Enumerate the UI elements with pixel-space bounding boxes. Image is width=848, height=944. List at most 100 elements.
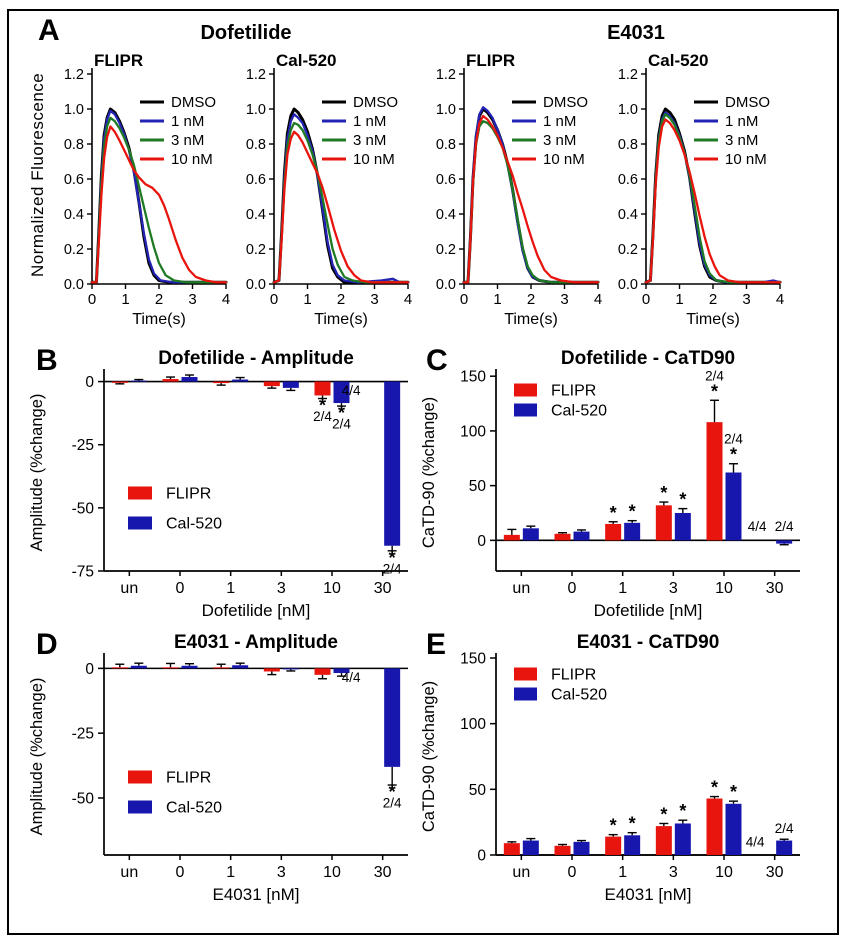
significance-asterisk: * <box>711 381 718 401</box>
trace-3-nm <box>462 120 600 284</box>
x-tick-label: 3 <box>370 291 378 308</box>
n-fraction-label: 2/4 <box>724 432 743 447</box>
x-tick-label: 1 <box>675 291 683 308</box>
y-tick-label: 1.0 <box>618 102 638 118</box>
significance-asterisk: * <box>319 395 326 415</box>
x-tick-label: 2 <box>709 291 717 308</box>
x-axis-title: Time(s) <box>504 311 558 328</box>
bar-chart-e4031-catd90: E4031 - CaTD90 0 50 100 150 un 0 1 3 10 30 E4031 [n… <box>420 632 800 904</box>
y-tick-label: 0.0 <box>618 277 638 293</box>
y-tick-label: -75 <box>72 564 94 581</box>
x-tick-label: 0 <box>270 291 278 308</box>
panel-d-e4031-amplitude: D E4031 - Amplitude 0 -25 -50 un 0 1 3 10 30 E4031… <box>18 626 422 916</box>
axes: 0.0 0.2 0.4 0.6 0.8 1.0 1.2 0 1 2 3 4 <box>64 67 230 308</box>
y-tick-label: 50 <box>469 782 487 799</box>
legend-label: 10 nM <box>171 151 213 168</box>
bar-chart-dofetilide-catd90: Dofetilide - CaTD90 0 50 100 150 un 0 1 3 10 30 Dof… <box>420 348 800 620</box>
bar-flipr-1 <box>605 523 622 541</box>
trace-dmso <box>644 107 782 284</box>
trace-dmso <box>462 107 600 284</box>
figure-border <box>7 9 839 935</box>
bar-cal-520-1 <box>624 835 641 855</box>
legend-swatch-flipr <box>128 770 152 784</box>
x-tick-label: 3 <box>669 864 678 881</box>
bar-flipr-un <box>503 534 520 541</box>
trace-series <box>90 107 228 284</box>
trace-series <box>462 106 600 284</box>
axes: 0.0 0.2 0.4 0.6 0.8 1.0 1.2 0 1 2 3 4 <box>436 67 602 308</box>
x-tick-label: 3 <box>277 864 286 881</box>
bar-cal-520-3 <box>674 512 691 541</box>
x-axis-title: Dofetilide [nM] <box>594 601 703 620</box>
annotations: *2/4 *2/44/4*2/4 <box>313 383 402 576</box>
panel-c-dofetilide-catd90: C Dofetilide - CaTD90 0 50 100 150 un 0 1 3 10 30 D… <box>410 342 814 632</box>
bars-cal-520 <box>522 800 793 855</box>
y-tick-label: 0.8 <box>618 137 638 153</box>
legend-label: Cal-520 <box>551 687 607 704</box>
y-tick-label: 0.0 <box>436 277 456 293</box>
y-tick-label: 100 <box>460 716 486 733</box>
significance-asterisk: * <box>338 403 345 423</box>
bar-cal-520-30 <box>776 540 793 544</box>
trace-series <box>272 107 410 284</box>
y-tick-label: 1.0 <box>436 102 456 118</box>
bar-cal-520-30 <box>384 668 401 767</box>
x-tick-label: 1 <box>618 864 627 881</box>
significance-asterisk: * <box>629 814 636 834</box>
bar-flipr-1 <box>213 667 230 669</box>
y-tick-label: 0 <box>85 661 94 678</box>
legend: FLIPR Cal-520 <box>128 770 222 817</box>
legend-label: DMSO <box>543 94 588 111</box>
legend-label: 10 nM <box>353 151 395 168</box>
x-tick-label: un <box>512 580 530 597</box>
bar-flipr-10 <box>314 381 331 396</box>
bar-cal-520-un <box>130 665 147 669</box>
significance-asterisk: * <box>679 801 686 821</box>
bar-cal-520-0 <box>181 665 198 669</box>
y-tick-label: 0.0 <box>246 277 266 293</box>
significance-asterisk: * <box>730 782 737 802</box>
x-tick-label: 1 <box>303 291 311 308</box>
line-chart-dofetilide-cal520: 0.0 0.2 0.4 0.6 0.8 1.0 1.2 0 1 2 3 4 Time(s) Cal-520… <box>246 51 412 328</box>
bar-cal-520-1 <box>624 522 641 541</box>
n-fraction-label: 2/4 <box>705 368 724 383</box>
y-tick-label: 1.2 <box>246 67 266 83</box>
y-tick-label: 150 <box>460 369 486 386</box>
bar-flipr-1 <box>213 381 230 384</box>
legend-label: DMSO <box>171 94 216 111</box>
n-fraction-label: 4/4 <box>342 670 361 685</box>
trace-subplot-row: Normalized Fluorescence 0.0 0.2 0.4 0.6 0.8 1… <box>26 50 786 328</box>
n-fraction-label: 2/4 <box>383 796 402 811</box>
y-axis-title: Amplitude (%change) <box>28 678 46 836</box>
x-axis-title: Dofetilide [nM] <box>202 601 311 620</box>
panel-c-letter: C <box>426 344 448 377</box>
n-fraction-label: 2/4 <box>383 561 402 576</box>
bar-flipr-0 <box>554 845 571 855</box>
axes: 0 -25 -50 -75 un 0 1 3 10 30 <box>72 369 408 597</box>
legend-label: 1 nM <box>543 113 576 130</box>
significance-asterisk: * <box>679 490 686 510</box>
trace-10-nm <box>644 118 782 284</box>
bars-flipr <box>503 399 723 541</box>
bars-flipr <box>503 795 723 855</box>
bar-flipr-10 <box>706 798 723 855</box>
x-tick-label: 1 <box>226 580 235 597</box>
trace-10-nm <box>272 130 410 284</box>
y-tick-label: 0.8 <box>436 137 456 153</box>
x-axis-title: Time(s) <box>686 311 740 328</box>
line-chart-e4031-flipr: 0.0 0.2 0.4 0.6 0.8 1.0 1.2 0 1 2 3 4 Time(s) FLIPR DM… <box>436 51 602 328</box>
legend-label: Cal-520 <box>551 403 607 420</box>
y-tick-label: 1.0 <box>64 102 84 118</box>
x-tick-label: 0 <box>568 864 577 881</box>
legend-label: 3 nM <box>353 132 386 149</box>
bar-cal-520-30 <box>384 381 401 546</box>
bar-cal-520-un <box>130 380 147 382</box>
legend: FLIPR Cal-520 <box>514 383 607 420</box>
bar-cal-520-un <box>522 840 539 855</box>
bars-flipr <box>111 662 331 680</box>
x-tick-label: 2 <box>527 291 535 308</box>
trace-1-nm <box>644 111 782 284</box>
x-tick-label: 10 <box>323 864 341 881</box>
subplot-title: Cal-520 <box>276 51 336 70</box>
bar-cal-520-0 <box>573 531 590 541</box>
